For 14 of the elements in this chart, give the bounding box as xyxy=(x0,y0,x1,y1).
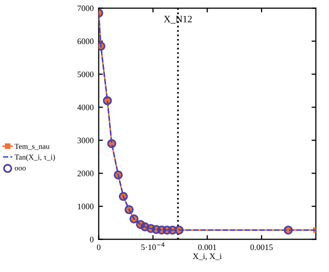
x-tick-label: 0.001 xyxy=(198,244,216,250)
ref-line-label: X_N12 xyxy=(164,16,192,24)
x-axis-title: X_i, X_i xyxy=(192,253,222,260)
y-tick-label: 1000 xyxy=(78,204,94,210)
y-tick-label: 2000 xyxy=(78,170,94,176)
x-tick-label: 0.0015 xyxy=(250,244,273,250)
y-tick-label: 5000 xyxy=(78,72,94,78)
y-tick-label: 0 xyxy=(90,236,94,242)
x-tick-label: 0 xyxy=(96,244,100,250)
y-tick-label: 7000 xyxy=(78,6,94,12)
y-tick-label: 6000 xyxy=(78,38,94,44)
y-tick-label: 4000 xyxy=(77,104,94,110)
y-tick-label: 3000 xyxy=(78,138,94,144)
x-tick-label: 5·10$^{−4}$ xyxy=(141,242,164,250)
